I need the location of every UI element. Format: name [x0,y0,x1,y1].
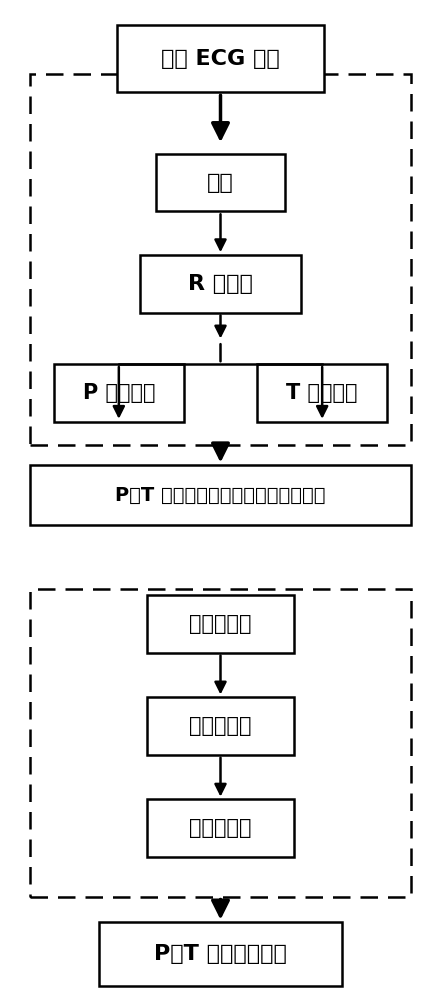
Text: R 波定位: R 波定位 [188,274,253,294]
Bar [257,364,387,422]
Text: P、T 波峰値点定位: P、T 波峰値点定位 [154,944,287,964]
Text: P、T 波待检段尺度下的信号平滑处理: P、T 波待检段尺度下的信号平滑处理 [115,486,326,505]
Bar [117,25,324,92]
Bar [147,697,294,755]
Text: 输入 ECG 信号: 输入 ECG 信号 [161,49,280,69]
Text: 极値对筛选: 极値对筛选 [189,716,252,736]
Bar [147,595,294,653]
Bar [156,154,285,211]
Bar [99,922,342,986]
Text: P 波待检段: P 波待检段 [82,383,155,403]
Bar [30,74,411,445]
Text: 去噪: 去噪 [207,173,234,193]
Text: 过零点修正: 过零点修正 [189,818,252,838]
Text: 极値点检测: 极値点检测 [189,614,252,634]
Bar [30,589,411,897]
Bar [140,255,301,313]
Text: T 波待检段: T 波待检段 [286,383,358,403]
Bar [147,799,294,857]
Bar [54,364,184,422]
Bar [30,465,411,525]
